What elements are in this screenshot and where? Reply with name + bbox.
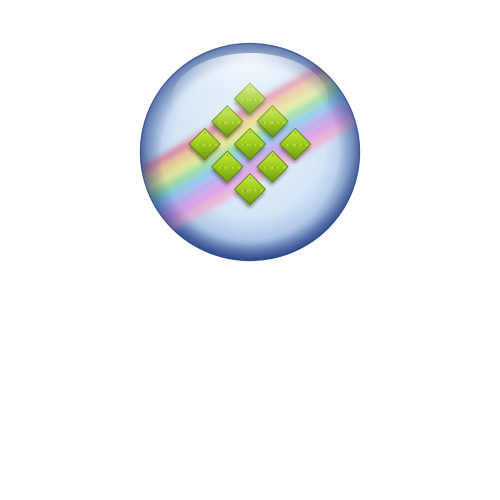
- orb-graphic: [139, 42, 361, 262]
- orb-rim: [139, 42, 361, 262]
- orb-gloss-highlight: [172, 53, 328, 145]
- glossy-orb-icon: [138, 41, 362, 263]
